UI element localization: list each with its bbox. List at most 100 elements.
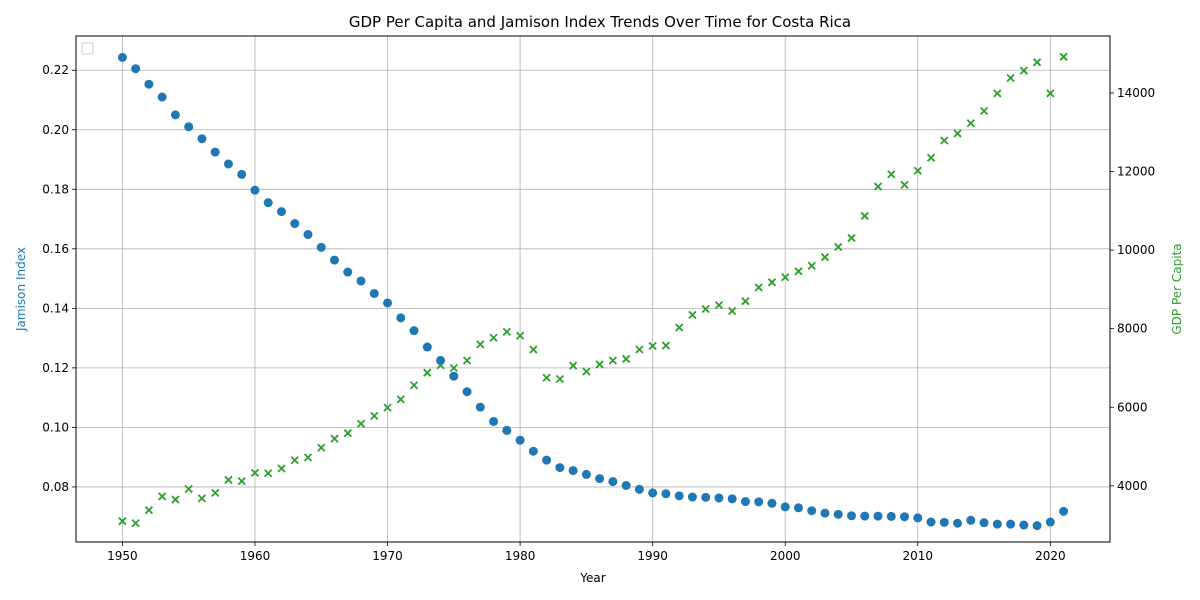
jamison-point [515, 435, 525, 445]
jamison-point [714, 493, 724, 503]
left-y-tick-label: 0.12 [42, 361, 69, 375]
jamison-point [793, 503, 803, 513]
jamison-point [502, 425, 512, 435]
jamison-point [634, 484, 644, 494]
jamison-point [396, 313, 406, 323]
gdp-point [476, 340, 485, 349]
gdp-point [781, 273, 790, 282]
gdp-point [184, 484, 193, 494]
gdp-point [979, 106, 989, 116]
jamison-point [263, 198, 273, 208]
jamison-point [528, 446, 538, 456]
jamison-point [555, 463, 565, 473]
gdp-point [688, 310, 697, 320]
jamison-point [767, 498, 777, 508]
jamison-point [833, 509, 843, 519]
gdp-point [383, 403, 392, 412]
gdp-point [515, 331, 525, 340]
right-y-tick-label: 14000 [1117, 86, 1155, 100]
jamison-point [369, 288, 379, 298]
jamison-point [436, 355, 446, 365]
gdp-point [953, 129, 962, 138]
gdp-point [211, 488, 220, 498]
gdp-point [794, 267, 803, 276]
jamison-point [701, 492, 711, 502]
jamison-point [1059, 506, 1069, 516]
gdp-point [396, 395, 405, 404]
gdp-point [250, 468, 260, 477]
left-y-tick-label: 0.08 [42, 480, 69, 494]
jamison-point [475, 402, 485, 412]
gdp-point [807, 261, 816, 270]
gdp-point [290, 456, 299, 465]
jamison-point [847, 511, 856, 521]
gdp-point [224, 475, 233, 485]
jamison-point [621, 480, 631, 490]
chart-title: GDP Per Capita and Jamison Index Trends … [349, 13, 851, 31]
jamison-point [687, 492, 697, 502]
jamison-point [489, 416, 499, 426]
gdp-point [926, 153, 936, 162]
x-tick-label: 2000 [770, 549, 801, 563]
jamison-point [1019, 520, 1029, 530]
gdp-point [343, 429, 352, 438]
gdp-point [741, 297, 750, 306]
jamison-point [780, 502, 790, 512]
gdp-point [993, 89, 1002, 98]
gdp-point [542, 373, 551, 382]
x-tick-label: 1970 [372, 549, 403, 563]
gdp-point [462, 356, 472, 365]
jamison-point [462, 387, 472, 397]
gdp-point [622, 354, 631, 364]
gdp-point [1006, 73, 1015, 83]
legend-box [81, 42, 94, 55]
left-y-tick-label: 0.10 [42, 420, 69, 434]
gdp-point [568, 361, 578, 370]
gdp-point [1019, 66, 1028, 75]
x-tick-label: 2010 [903, 549, 934, 563]
right-y-tick-label: 8000 [1117, 322, 1148, 336]
left-y-tick-label: 0.16 [42, 242, 69, 256]
gdp-point [900, 180, 909, 190]
gdp-point [264, 469, 273, 478]
jamison-point [223, 159, 233, 169]
jamison-point [157, 92, 167, 102]
gdp-point [489, 333, 498, 342]
gdp-point [423, 368, 432, 377]
gdp-point [860, 211, 869, 221]
jamison-point [1032, 521, 1042, 531]
jamison-point [661, 489, 671, 499]
jamison-point [939, 517, 949, 527]
right-y-axis: 4000 6000 8000 10000 12000 14000 [1110, 86, 1155, 493]
jamison-point [1045, 517, 1055, 527]
x-tick-label: 1990 [637, 549, 668, 563]
jamison-series [117, 52, 1069, 531]
gdp-point [197, 494, 207, 503]
x-tick-label: 1950 [107, 549, 138, 563]
gdp-point [330, 434, 339, 443]
jamison-point [568, 466, 578, 476]
jamison-point [595, 474, 605, 484]
jamison-point [184, 122, 194, 132]
gdp-point [820, 253, 830, 262]
jamison-point [727, 494, 737, 504]
right-y-tick-label: 10000 [1117, 243, 1155, 257]
gdp-point [370, 411, 379, 421]
gdp-point [714, 300, 724, 310]
right-y-tick-label: 6000 [1117, 400, 1148, 414]
gdp-series [118, 52, 1068, 528]
jamison-point [210, 147, 220, 157]
gdp-point [754, 283, 763, 292]
gdp-point [118, 517, 127, 526]
gdp-point [661, 341, 671, 350]
jamison-point [992, 519, 1002, 529]
jamison-point [250, 185, 260, 195]
x-axis-label: Year [579, 571, 605, 585]
jamison-point [276, 207, 286, 217]
jamison-point [1006, 519, 1016, 529]
gdp-point [317, 443, 326, 452]
jamison-point [754, 497, 764, 507]
gdp-point [887, 170, 896, 179]
